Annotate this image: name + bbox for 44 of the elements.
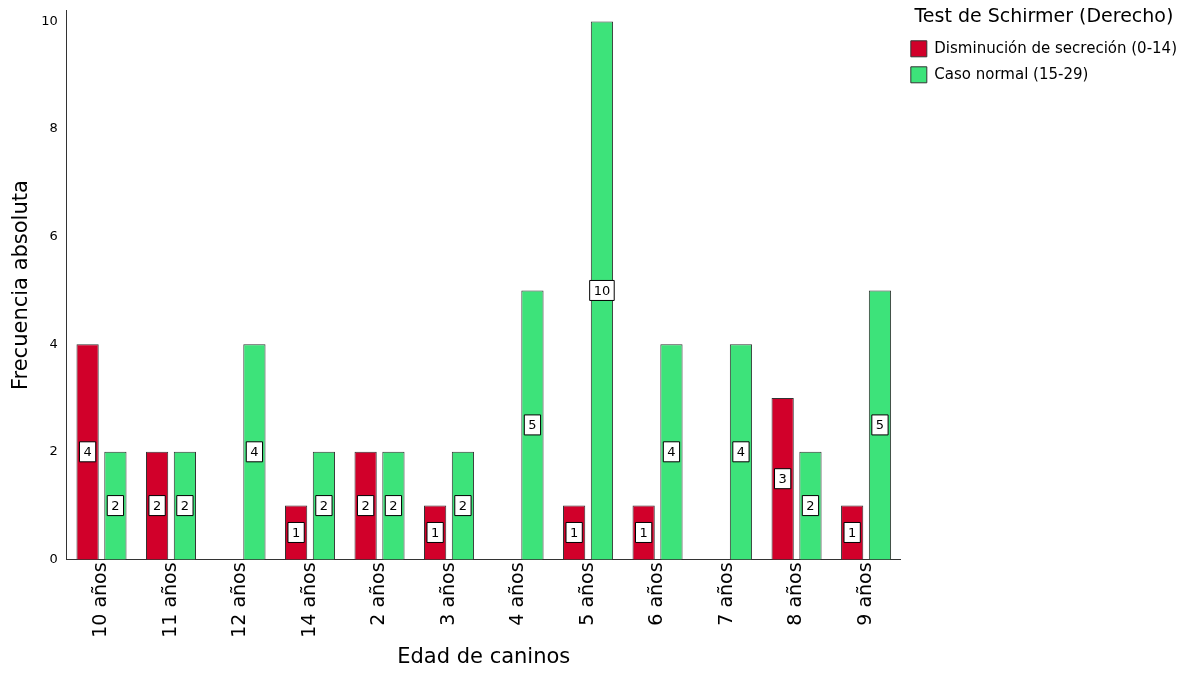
data-label: 2 (389, 497, 398, 513)
data-label: 4 (667, 444, 676, 460)
data-label: 1 (639, 524, 648, 540)
y-tick-label: 4 (49, 335, 58, 351)
data-label: 4 (250, 444, 259, 460)
x-tick-label: 5 años (574, 562, 597, 626)
legend-title: Test de Schirmer (Derecho) (913, 4, 1174, 27)
x-tick-label: 12 años (227, 562, 250, 638)
x-tick-label: 2 años (366, 562, 389, 626)
y-tick-label: 0 (49, 550, 58, 566)
data-label: 2 (806, 497, 815, 513)
x-tick-label: 3 años (435, 562, 458, 626)
legend-label: Disminución de secreción (0-14) (934, 38, 1178, 57)
y-tick-label: 8 (49, 120, 58, 136)
y-tick-label: 2 (49, 443, 58, 459)
data-label: 1 (570, 524, 579, 540)
x-tick-label: 9 años (853, 562, 875, 626)
x-axis-title: Edad de caninos (397, 643, 571, 668)
y-axis-title: Frecuencia absoluta (8, 180, 33, 391)
x-tick-label: 6 años (644, 562, 667, 626)
data-label: 4 (736, 444, 746, 460)
data-label: 2 (180, 497, 190, 513)
data-label: 5 (528, 417, 537, 433)
x-tick-label: 11 años (157, 562, 180, 638)
x-tick-label: 7 años (713, 562, 736, 626)
data-label: 2 (152, 497, 162, 513)
data-label: 10 (593, 282, 611, 298)
x-tick-label: 8 años (783, 562, 806, 626)
data-label: 2 (319, 497, 329, 513)
legend-label: Caso normal (15-29) (934, 64, 1089, 83)
data-label: 5 (875, 417, 885, 433)
data-label: 2 (458, 497, 468, 513)
data-label: 1 (291, 524, 301, 540)
data-label: 2 (361, 497, 370, 513)
y-tick-label: 6 (49, 228, 58, 244)
y-tick-label: 10 (41, 12, 58, 28)
data-label: 2 (111, 497, 120, 513)
data-label: 1 (848, 524, 857, 540)
x-tick-label: 10 años (88, 562, 111, 638)
x-tick-label: 4 años (505, 562, 528, 626)
data-label: 4 (83, 444, 92, 460)
x-tick-label: 14 años (296, 562, 319, 638)
data-label: 1 (430, 524, 440, 540)
data-label: 3 (778, 471, 787, 487)
